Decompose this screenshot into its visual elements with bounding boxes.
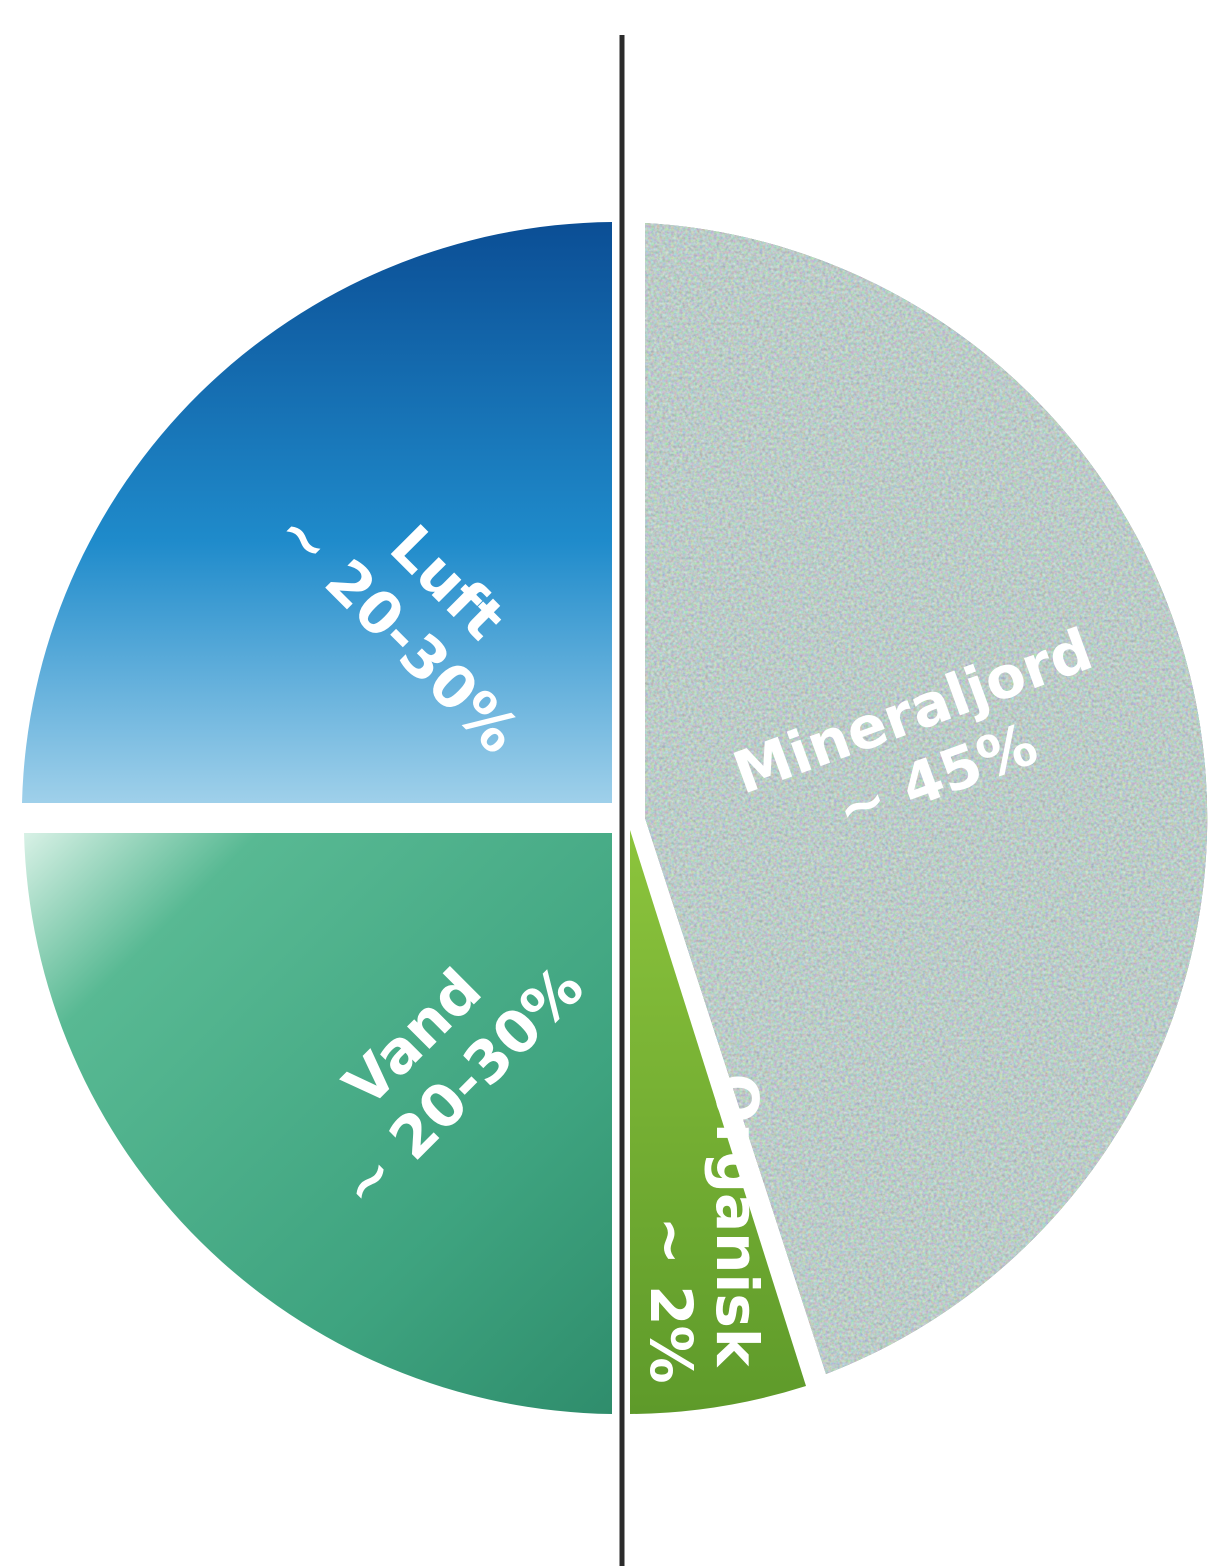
organisk-slice (630, 830, 806, 1414)
organisk-label: Organisk ~ 2% (637, 1074, 771, 1384)
vand-slice (24, 833, 612, 1414)
segment-share: ~ 2% (637, 1216, 705, 1383)
luft-slice (22, 222, 612, 803)
segment-name: Organisk (703, 1074, 771, 1368)
mineraljord-texture (645, 223, 1208, 1374)
